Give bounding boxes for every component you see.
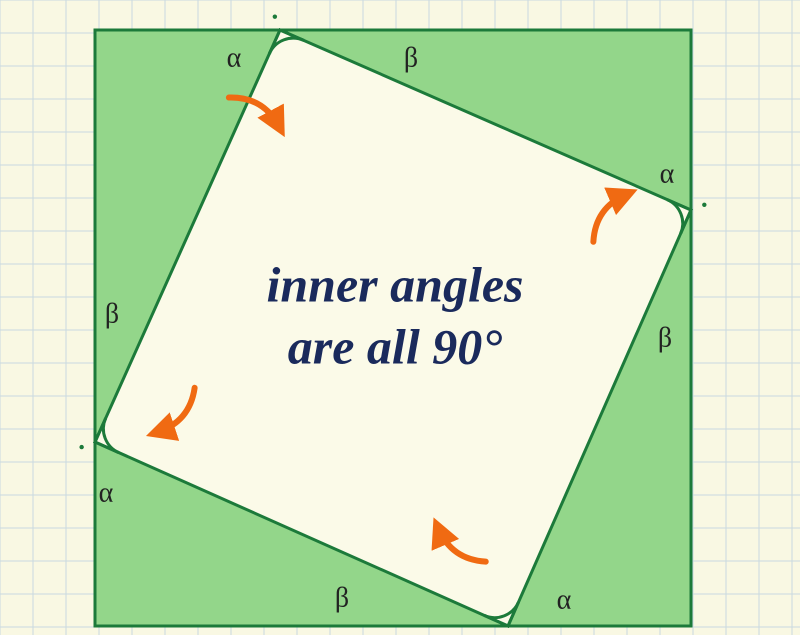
beta-label-0: β — [404, 42, 418, 73]
alpha-label-1: α — [660, 158, 675, 189]
beta-label-3: β — [105, 298, 119, 329]
beta-label-2: β — [335, 582, 349, 613]
alpha-label-2: α — [557, 584, 572, 615]
caption-line-1: inner angles — [266, 256, 523, 312]
alpha-label-0: α — [227, 42, 242, 73]
alpha-label-3: α — [99, 477, 114, 508]
caption-line-2: are all 90° — [288, 318, 502, 374]
beta-label-1: β — [658, 322, 672, 353]
